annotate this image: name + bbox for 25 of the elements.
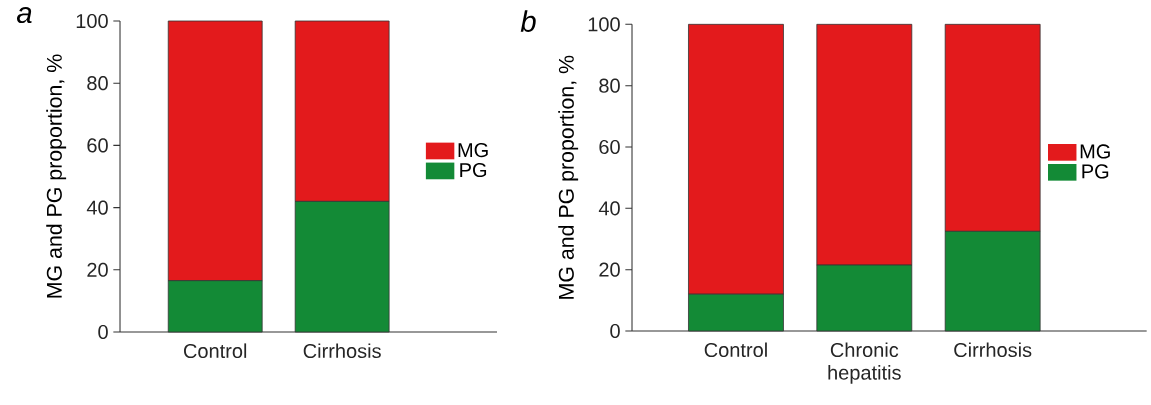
legend-label: MG bbox=[1080, 144, 1110, 159]
y-axis-title: MG and PG proportion, % bbox=[46, 54, 67, 298]
y-tick-label: 0 bbox=[98, 324, 108, 340]
y-tick-label: 100 bbox=[588, 17, 620, 32]
chart-title: a bbox=[16, 7, 32, 24]
y-tick-label: 0 bbox=[610, 323, 620, 339]
legend-label: MG bbox=[458, 142, 488, 158]
x-tick-label: Cirrhosis bbox=[303, 343, 381, 359]
x-tick-label: Chronic hepatitis bbox=[828, 342, 901, 384]
legend-label: PG bbox=[1082, 164, 1109, 179]
x-tick-label: Cirrhosis bbox=[954, 342, 1032, 358]
chart-title: b bbox=[520, 10, 536, 32]
y-tick-label: 40 bbox=[598, 201, 620, 216]
y-tick-label: 40 bbox=[86, 200, 108, 215]
y-tick-label: 100 bbox=[76, 13, 108, 29]
y-tick-label: 60 bbox=[87, 138, 108, 153]
y-tick-label: 20 bbox=[599, 262, 620, 277]
y-axis-title: MG and PG proportion, % bbox=[558, 55, 579, 299]
y-tick-label: 20 bbox=[87, 262, 108, 277]
legend-label: PG bbox=[460, 162, 487, 178]
y-tick-label: 80 bbox=[599, 78, 620, 93]
y-tick-label: 80 bbox=[87, 76, 108, 91]
x-tick-label: Control bbox=[184, 343, 247, 359]
y-tick-label: 60 bbox=[599, 139, 620, 155]
x-tick-label: Control bbox=[704, 342, 767, 358]
